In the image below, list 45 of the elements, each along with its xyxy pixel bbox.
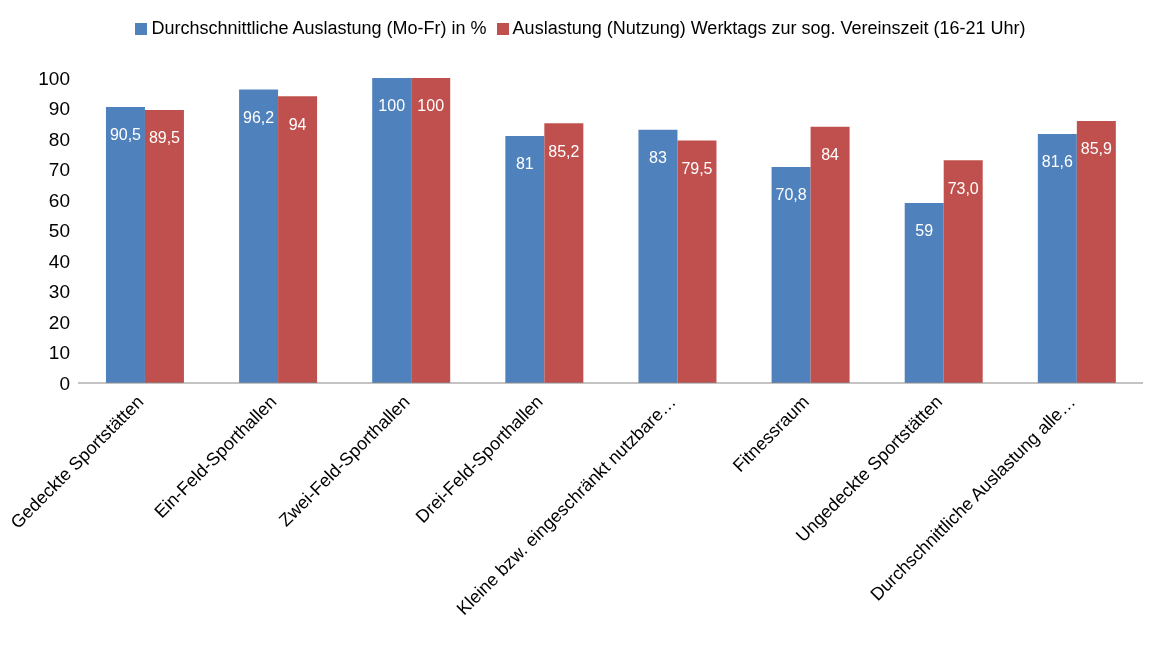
- data-label: 73,0: [947, 179, 979, 197]
- data-label: 100: [378, 97, 406, 115]
- data-label: 94: [288, 115, 307, 133]
- bar: [544, 123, 584, 383]
- data-label: 70,8: [775, 186, 807, 204]
- bar: [943, 160, 983, 383]
- legend-label: Auslastung (Nutzung) Werktags zur sog. Vereinszeit (16-21 Uhr): [511, 18, 1026, 39]
- bar: [904, 203, 944, 383]
- bar: [1037, 134, 1077, 383]
- y-tick-label: 20: [48, 311, 70, 333]
- y-tick-label: 0: [59, 372, 70, 394]
- y-tick-label: 70: [48, 159, 70, 181]
- y-tick-label: 100: [38, 67, 70, 89]
- bar: [1076, 121, 1116, 383]
- bar: [144, 110, 184, 383]
- data-label: 81: [515, 155, 534, 173]
- y-tick-label: 80: [48, 128, 70, 150]
- bar: [278, 96, 318, 383]
- data-label: 79,5: [681, 159, 713, 177]
- data-label: 84: [821, 146, 840, 164]
- bar: [239, 89, 279, 383]
- y-tick-label: 10: [48, 342, 70, 364]
- data-label: 81,6: [1041, 153, 1073, 171]
- bar: [505, 135, 545, 383]
- bar: [105, 106, 145, 383]
- data-label: 89,5: [148, 129, 181, 147]
- bar: [677, 140, 717, 383]
- data-label: 100: [417, 97, 445, 115]
- bar: [411, 78, 451, 383]
- data-label: 85,9: [1080, 140, 1112, 158]
- y-tick-label: 40: [48, 250, 70, 272]
- y-tick-label: 60: [48, 189, 70, 211]
- bar: [372, 78, 412, 383]
- data-label: 59: [915, 222, 934, 240]
- y-tick-label: 30: [48, 281, 70, 303]
- y-tick-label: 90: [48, 98, 70, 120]
- legend-label: Durchschnittliche Auslastung (Mo-Fr) in %: [150, 18, 487, 39]
- y-tick-label: 50: [48, 220, 70, 242]
- data-label: 96,2: [243, 108, 275, 126]
- data-label: 85,2: [548, 142, 580, 160]
- bar: [771, 167, 811, 383]
- bar: [810, 126, 850, 383]
- data-label: 83: [649, 149, 667, 167]
- bar: [638, 129, 678, 383]
- data-label: 90,5: [109, 126, 142, 144]
